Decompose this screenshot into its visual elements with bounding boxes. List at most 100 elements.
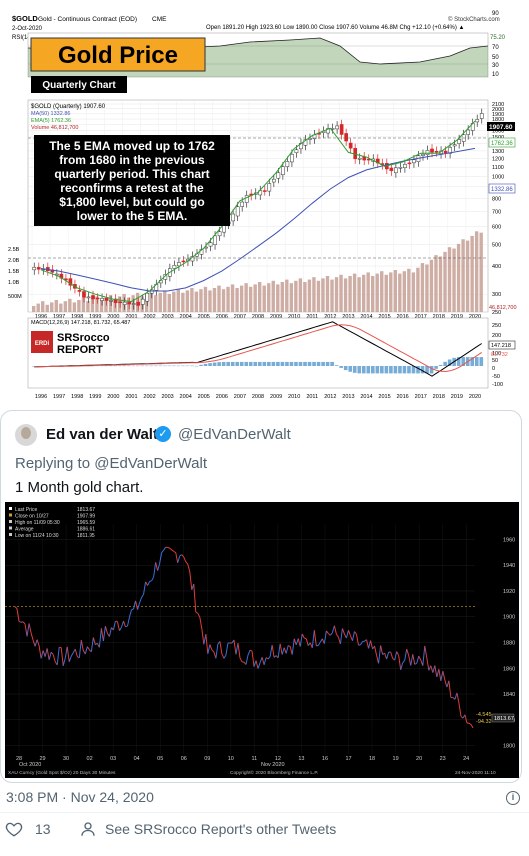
verified-badge-icon: ✓ (155, 426, 171, 442)
macd-bar (312, 361, 316, 366)
avatar[interactable] (15, 424, 37, 446)
volume-bar (348, 276, 352, 312)
person-icon[interactable] (79, 820, 97, 838)
volume-bar (276, 284, 280, 312)
year-label: 2006 (216, 394, 228, 400)
year-label: 2000 (107, 314, 119, 320)
legend-swatch (9, 520, 12, 523)
heart-icon[interactable] (5, 820, 23, 838)
price-segment (277, 643, 281, 658)
price-segment (400, 662, 404, 670)
price-segment (34, 639, 38, 647)
month-gold-chart[interactable]: Last Price 1813.67 Close on 10/27 1907.99 Hi… (5, 502, 519, 778)
see-other-tweets-link[interactable]: See SRSrocco Report's other Tweets (105, 821, 337, 837)
macd-bar (167, 365, 172, 367)
info-icon[interactable]: i (506, 791, 520, 805)
price-segment (50, 651, 54, 655)
year-label: 2013 (342, 394, 354, 400)
price-segment (56, 647, 60, 666)
svg-text:lower to the 5 EMA.: lower to the 5 EMA. (77, 209, 188, 223)
tweet-text: 1 Month gold chart. (15, 479, 144, 496)
month-x-tick: 29 (39, 756, 45, 762)
exchange-label: CME (152, 16, 167, 23)
macd-bar (285, 361, 289, 366)
legend-swatch (9, 526, 12, 530)
price-segment (44, 648, 48, 657)
like-count[interactable]: 13 (35, 821, 51, 837)
macd-bar (117, 365, 122, 367)
macd-bar (190, 365, 194, 367)
price-segment (173, 550, 176, 553)
ma50-line (40, 147, 476, 292)
price-segment (26, 623, 30, 637)
price-segment (86, 646, 90, 650)
year-label: 2020 (469, 394, 481, 400)
volume-bar (312, 277, 316, 312)
month-y-tick: 1920 (503, 589, 515, 595)
volume-bar (163, 290, 167, 312)
candle-body (32, 267, 37, 271)
price-segment (38, 645, 42, 659)
volume-bar (375, 273, 379, 312)
quarterly-gold-chart[interactable]: $GOLD Gold - Continuous Contract (EOD) C… (0, 0, 529, 405)
price-tick: 1900 (492, 112, 504, 118)
price-segment (211, 649, 215, 653)
price-segment (42, 650, 46, 657)
price-segment (62, 658, 66, 666)
year-label: 2011 (306, 394, 318, 400)
year-label: 2018 (433, 394, 445, 400)
svg-text:500M: 500M (8, 294, 22, 300)
price-badge-ma: 1332.86 (491, 187, 513, 193)
price-segment (253, 660, 257, 667)
month-y-tick: 1860 (503, 666, 515, 672)
candle-body (127, 301, 132, 305)
legend-swatch (9, 513, 12, 517)
volume-bar (217, 285, 221, 312)
volume-bar (298, 278, 303, 312)
price-segment (251, 651, 255, 667)
volume-bar (190, 288, 194, 312)
macd-bar (145, 365, 149, 367)
author-name[interactable]: Ed van der Walt (46, 426, 158, 443)
macd-bar (276, 361, 280, 366)
volume-bar (41, 301, 45, 312)
macd-bar (375, 366, 380, 374)
legend-value: 1811.95 (77, 533, 95, 539)
candle-body (95, 297, 100, 300)
month-x-tick: 09 (204, 756, 210, 762)
price-tick: 2000 (492, 107, 504, 113)
macd-bar (289, 361, 294, 366)
year-label: 2006 (216, 314, 228, 320)
volume-bar (208, 290, 212, 312)
candle-body (122, 301, 127, 305)
macd-bar (253, 361, 258, 366)
footer-left: XAU Curncy (Gold Spot $/Oz) 20 Days 30 M… (8, 770, 116, 776)
month-y-tick: 1940 (503, 563, 515, 569)
rsi-tick-90: 90 (492, 11, 499, 17)
price-segment (386, 652, 390, 660)
price-segment (468, 722, 472, 725)
candle-body (425, 150, 430, 155)
volume-bar (303, 282, 307, 312)
macd-bar (239, 361, 244, 366)
candle-body (213, 235, 217, 245)
price-segment (131, 608, 134, 611)
macd-bar (298, 361, 303, 366)
tweet-timestamp[interactable]: 3:08 PM · Nov 24, 2020 (6, 789, 154, 805)
author-handle[interactable]: @EdVanDerWalt (178, 426, 291, 443)
volume-bar (63, 301, 68, 312)
legend-label: Average (15, 527, 34, 533)
year-label: 1996 (35, 394, 47, 400)
macd-bar (361, 366, 366, 374)
legend-swatch (9, 533, 12, 536)
macd-bar (434, 366, 438, 369)
annotation-text: The 5 EMA moved up to 1762 from 1680 in … (49, 139, 215, 223)
replying-mention[interactable]: @EdVanDerWalt (94, 455, 207, 472)
volume-bar (280, 282, 284, 312)
macd-bar (135, 365, 140, 367)
price-segment (157, 563, 161, 571)
price-segment (305, 638, 309, 646)
quoted-tweet-card[interactable]: Ed van der Walt ✓ @EdVanDerWalt Replying… (0, 410, 522, 783)
price-segment (426, 657, 430, 671)
price-segment (80, 640, 84, 651)
